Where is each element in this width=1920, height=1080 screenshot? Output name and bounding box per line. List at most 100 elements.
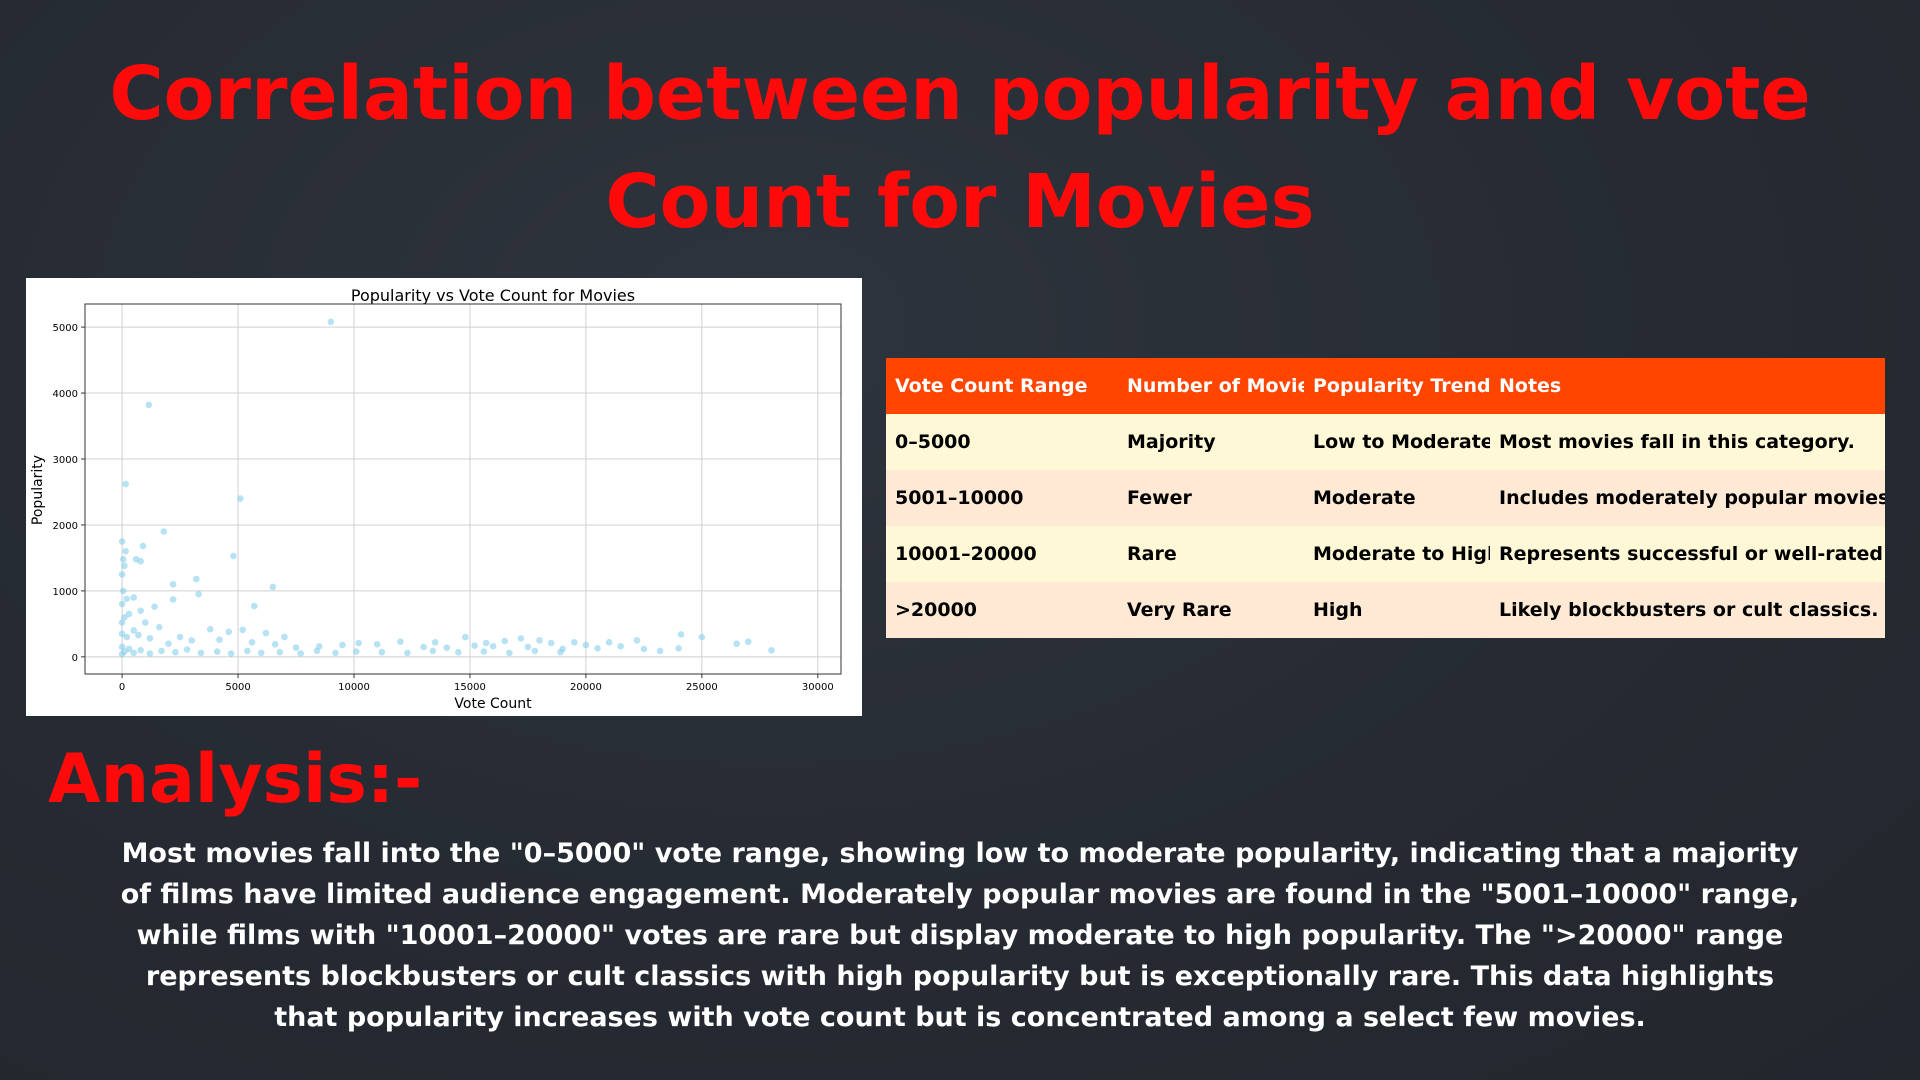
scatter-point xyxy=(160,528,168,535)
scatter-point xyxy=(571,639,578,646)
scatter-point xyxy=(121,613,128,621)
scatter-point xyxy=(327,318,335,326)
x-tick-label: 15000 xyxy=(454,682,486,693)
scatter-point xyxy=(744,638,752,645)
scatter-point xyxy=(429,647,437,655)
scatter-point xyxy=(471,642,478,649)
table-cell: Low to Moderate xyxy=(1304,414,1490,470)
scatter-point xyxy=(332,649,339,657)
chart-grid xyxy=(85,304,841,674)
table-header-row: Vote Count Range Number of Movies Popula… xyxy=(886,358,1885,414)
scatter-point xyxy=(122,548,129,555)
x-tick-label: 25000 xyxy=(686,682,718,693)
x-axis-label: Vote Count xyxy=(454,696,532,712)
chart-points xyxy=(118,318,775,658)
scatter-point xyxy=(640,645,648,653)
scatter-point xyxy=(172,648,179,656)
y-tick-label: 3000 xyxy=(53,455,78,466)
scatter-point xyxy=(230,552,237,560)
scatter-point xyxy=(248,639,256,646)
table-cell: Includes moderately popular movies. xyxy=(1490,470,1885,526)
table-cell: High xyxy=(1304,582,1490,638)
summary-table: Vote Count Range Number of Movies Popula… xyxy=(886,358,1885,638)
scatter-point xyxy=(239,626,246,634)
scatter-point xyxy=(237,495,244,502)
scatter-point xyxy=(130,649,137,657)
scatter-point xyxy=(271,641,279,648)
scatter-point xyxy=(118,619,126,626)
scatter-point xyxy=(197,649,205,657)
scatter-point xyxy=(292,644,300,651)
scatter-point xyxy=(378,648,386,656)
scatter-point xyxy=(420,643,427,651)
scatter-point xyxy=(145,401,153,409)
scatter-point xyxy=(443,644,451,651)
scatter-point xyxy=(531,647,539,655)
y-tick-label: 4000 xyxy=(53,389,78,400)
scatter-point xyxy=(137,646,144,654)
table-cell: 0–5000 xyxy=(886,414,1118,470)
x-tick-label: 10000 xyxy=(338,682,370,693)
table-cell: Moderate xyxy=(1304,470,1490,526)
scatter-point xyxy=(582,641,590,649)
scatter-point xyxy=(353,648,360,655)
chart-ticks: 0 5000 10000 15000 20000 25000 30000 0 1000 2000 3… xyxy=(53,323,834,693)
scatter-point xyxy=(250,602,258,610)
chart-title: Popularity vs Vote Count for Movies xyxy=(351,286,635,305)
x-tick-label: 20000 xyxy=(570,682,602,693)
scatter-point xyxy=(118,600,126,608)
scatter-point xyxy=(733,640,740,647)
y-tick-label: 1000 xyxy=(53,587,78,598)
scatter-point xyxy=(118,630,126,638)
header-number-of-movies: Number of Movies xyxy=(1118,358,1304,414)
scatter-point xyxy=(137,607,144,614)
table-row: 5001–10000 Fewer Moderate Includes moder… xyxy=(886,470,1885,526)
scatter-point xyxy=(675,644,682,652)
scatter-point xyxy=(123,633,131,641)
scatter-point xyxy=(118,571,126,578)
scatter-point xyxy=(169,596,177,603)
table-cell: Fewer xyxy=(1118,470,1304,526)
scatter-point xyxy=(206,625,214,633)
table-cell: Rare xyxy=(1118,526,1304,582)
scatter-point xyxy=(297,650,304,657)
scatter-point xyxy=(355,639,362,647)
scatter-point xyxy=(188,637,195,644)
scatter-point xyxy=(594,644,601,652)
table-row: 0–5000 Majority Low to Moderate Most mov… xyxy=(886,414,1885,470)
table-row: >20000 Very Rare High Likely blockbuster… xyxy=(886,582,1885,638)
scatter-point xyxy=(216,636,223,644)
table-row: 10001–20000 Rare Moderate to High Repres… xyxy=(886,526,1885,582)
scatter-point xyxy=(119,555,127,563)
scatter-point xyxy=(141,619,149,626)
header-popularity-trend: Popularity Trend xyxy=(1304,358,1490,414)
y-tick-label: 0 xyxy=(72,653,78,664)
scatter-point xyxy=(118,538,126,545)
x-tick-label: 30000 xyxy=(802,682,834,693)
scatter-point xyxy=(489,642,497,650)
x-tick-label: 0 xyxy=(119,682,125,693)
scatter-point xyxy=(119,587,127,595)
table-cell: >20000 xyxy=(886,582,1118,638)
scatter-point xyxy=(146,635,154,642)
scatter-point xyxy=(169,581,177,588)
scatter-point xyxy=(225,628,233,636)
plot-frame xyxy=(84,303,842,675)
table-cell: Represents successful or well-rated film… xyxy=(1490,526,1885,582)
analysis-heading: Analysis:- xyxy=(48,740,423,819)
analysis-paragraph: Most movies fall into the "0–5000" vote … xyxy=(120,838,1800,1033)
y-tick-label: 2000 xyxy=(53,521,78,532)
scatter-point xyxy=(656,647,664,655)
scatter-point xyxy=(118,650,126,658)
scatter-chart: Popularity vs Vote Count for Movies 0 500… xyxy=(26,278,862,716)
table-cell: Likely blockbusters or cult classics. xyxy=(1490,582,1885,638)
x-tick-label: 5000 xyxy=(225,682,250,693)
scatter-point xyxy=(617,642,624,650)
scatter-point xyxy=(501,637,509,645)
scatter-point xyxy=(125,610,133,618)
scatter-point xyxy=(698,633,706,641)
scatter-point xyxy=(404,649,411,657)
scatter-point xyxy=(155,623,163,631)
scatter-point xyxy=(183,646,191,653)
y-tick-label: 5000 xyxy=(53,323,78,334)
